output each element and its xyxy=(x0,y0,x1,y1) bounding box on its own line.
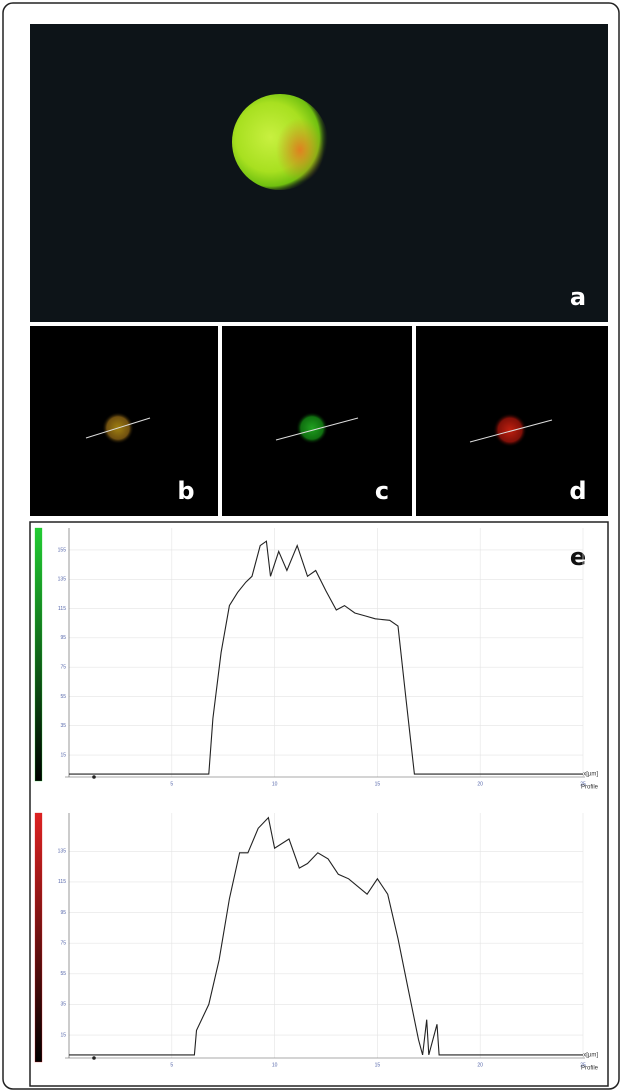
intensity-bar xyxy=(34,812,43,1063)
panel-label: c xyxy=(375,477,389,505)
annotation: Profile xyxy=(581,785,599,791)
origin-marker xyxy=(92,775,96,779)
profile-line xyxy=(275,417,359,441)
y-tick-label: 95 xyxy=(60,910,66,916)
panel-label: a xyxy=(570,283,586,311)
y-tick-label: 135 xyxy=(58,849,67,855)
panel-a-image xyxy=(30,24,608,322)
x-tick-label: 10 xyxy=(272,781,278,787)
x-tick-label: 5 xyxy=(170,1062,173,1068)
intensity-bar xyxy=(34,527,43,782)
y-tick-label: 115 xyxy=(58,879,66,885)
annotation: Profile xyxy=(581,1066,599,1072)
cell xyxy=(296,412,328,444)
y-tick-label: 15 xyxy=(60,1032,66,1038)
x-tick-label: 15 xyxy=(375,1062,381,1068)
y-tick-label: 75 xyxy=(60,664,66,670)
profile-curve xyxy=(69,540,583,775)
y-tick-label: 115 xyxy=(58,606,66,612)
cell xyxy=(493,413,527,447)
profile-line xyxy=(85,417,151,439)
origin-marker xyxy=(92,1056,96,1060)
x-tick-label: 20 xyxy=(477,1062,483,1068)
x-tick-label: 25 xyxy=(580,1062,586,1068)
y-tick-label: 135 xyxy=(58,577,67,583)
y-tick-label: 75 xyxy=(60,940,66,946)
panel-e xyxy=(29,521,609,1087)
profile-line xyxy=(469,419,553,443)
y-tick-label: 55 xyxy=(60,694,66,700)
x-tick-label: 25 xyxy=(580,781,586,787)
x-tick-label: 5 xyxy=(170,781,173,787)
cell-red-region xyxy=(276,118,324,182)
x-tick-label: 10 xyxy=(272,1062,278,1068)
x-axis-label: x[µm] xyxy=(583,1053,598,1059)
y-tick-label: 15 xyxy=(60,752,66,758)
y-tick-label: 35 xyxy=(60,1002,66,1008)
y-tick-label: 55 xyxy=(60,971,66,977)
panel-label: b xyxy=(177,477,194,505)
y-tick-label: 95 xyxy=(60,635,66,641)
panel-label: d xyxy=(569,477,586,505)
y-tick-label: 155 xyxy=(58,547,67,553)
profile-curve xyxy=(69,816,583,1056)
y-tick-label: 35 xyxy=(60,723,66,729)
x-tick-label: 15 xyxy=(375,781,381,787)
panel-label: e xyxy=(570,543,586,571)
x-tick-label: 20 xyxy=(477,781,483,787)
x-axis-label: x[µm] xyxy=(583,772,598,778)
